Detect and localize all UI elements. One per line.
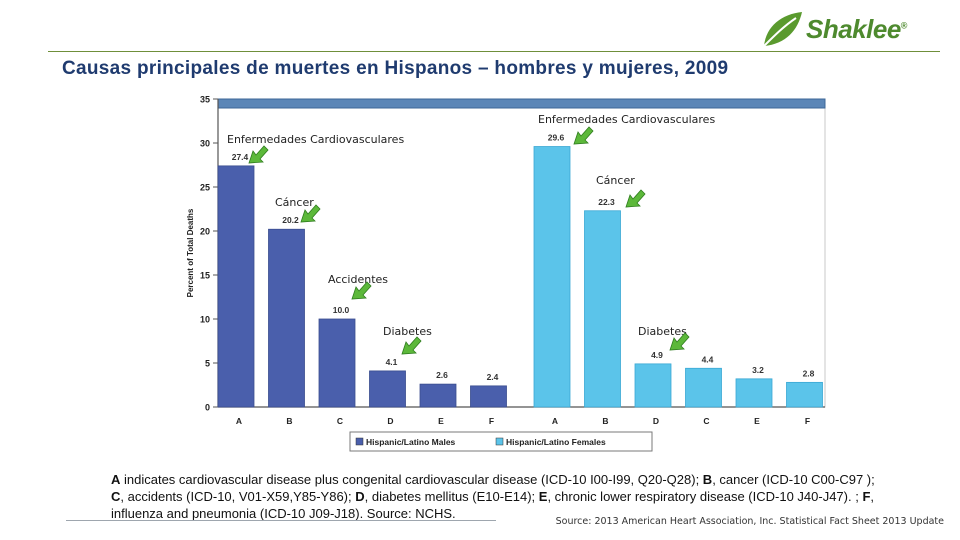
y-tick-label: 30 [200,139,210,149]
bar-value-label: 29.6 [548,133,565,143]
legend-swatch [495,437,504,446]
x-tick-label: F [805,416,810,426]
bar [685,367,722,408]
bar [470,385,507,408]
bar-value-label: 2.8 [803,368,815,378]
bar [634,363,672,408]
bar-value-label: 3.2 [752,365,764,375]
footnote-text: indicates cardiovascular disease plus co… [120,472,703,487]
bar-value-label: 10.0 [333,305,350,315]
brand-name: Shaklee [806,14,901,44]
footnote-key: A [111,472,121,487]
x-tick-label: C [337,416,343,426]
bar [419,383,457,408]
bar [318,318,356,408]
bar-value-label: 2.6 [436,370,448,380]
bar-value-label: 22.3 [598,197,615,207]
y-tick-label: 0 [205,403,210,413]
bar-value-label: 4.9 [651,350,663,360]
y-tick-label: 25 [200,183,210,193]
footer-divider [66,520,496,521]
x-tick-label: D [387,416,393,426]
annotation-label: Enfermedades Cardiovasculares [538,113,715,126]
footnote-key: D [355,489,365,504]
x-tick-label: F [489,416,494,426]
header-divider [48,51,940,52]
annotation-label: Cáncer [275,196,314,209]
x-tick-label: D [653,416,659,426]
x-tick-label: B [286,416,292,426]
footnote-text: , cancer (ICD-10 C00-C97 ); [712,472,875,487]
footnote-text: , [870,489,875,504]
x-tick-label: A [236,416,242,426]
y-tick-label: 10 [200,315,210,325]
top-band [217,98,826,109]
footnote-text: , diabetes mellitus (E10-E14); [364,489,539,504]
source-note: Source: 2013 American Heart Association,… [555,516,944,527]
footnote-key: F [862,489,871,504]
y-tick-label: 5 [205,359,210,369]
pointer-arrow-icon [573,126,594,145]
pointer-arrow-icon [248,145,269,164]
bar [533,146,571,408]
footnote-key: E [538,489,548,504]
footnote-text: , chronic lower respiratory disease (ICD… [547,489,863,504]
bar [369,370,406,408]
bar-chart: 0 5 10 15 20 25 30 35 Percent of Total Deaths 27.… [186,95,826,452]
x-tick-label: A [552,416,558,426]
bar [584,210,621,408]
page-title: Causas principales de muertes en Hispano… [62,58,729,79]
legend-swatch [355,437,364,446]
chart-footnote: A indicates cardiovascular disease plus … [111,471,911,522]
bar [268,228,305,408]
x-tick-label: B [602,416,608,426]
footnote-text: influenza and pneumonia (ICD-10 J09-J18)… [111,506,456,521]
annotation-label: Accidentes [328,273,388,286]
pointer-arrow-icon [401,336,422,355]
x-tick-label: E [754,416,760,426]
leaf-icon [763,12,802,47]
bar-value-label: 4.4 [702,354,714,364]
legend-label: Hispanic/Latino Females [506,437,606,447]
footnote-text: , accidents (ICD-10, V01-X59,Y85-Y86); [120,489,356,504]
bar [735,378,773,408]
y-tick-label: 15 [200,271,210,281]
annotation-label: Cáncer [596,174,635,187]
y-axis-label: Percent of Total Deaths [186,208,195,297]
registered-mark: ® [900,20,908,31]
x-tick-label: C [703,416,709,426]
pointer-arrow-icon [625,189,646,208]
bar [217,165,255,408]
bar-value-label: 20.2 [282,215,299,225]
pointer-arrow-icon [351,281,372,300]
x-tick-label: E [438,416,444,426]
y-tick-label: 35 [200,95,210,105]
annotation-label: Diabetes [383,325,432,338]
legend-label: Hispanic/Latino Males [366,437,456,447]
bar-value-label: 4.1 [386,357,398,367]
footnote-key: C [111,489,121,504]
bar-value-label: 27.4 [232,152,249,162]
y-tick-label: 20 [200,227,210,237]
footnote-key: B [702,472,713,487]
pointer-arrow-icon [300,204,321,223]
bar-value-label: 2.4 [487,372,499,382]
pointer-arrow-icon [669,332,690,351]
annotation-label: Diabetes [638,325,687,338]
bar [786,381,823,408]
annotation-label: Enfermedades Cardiovasculares [227,133,404,146]
shaklee-logo: Shaklee® [760,10,940,52]
